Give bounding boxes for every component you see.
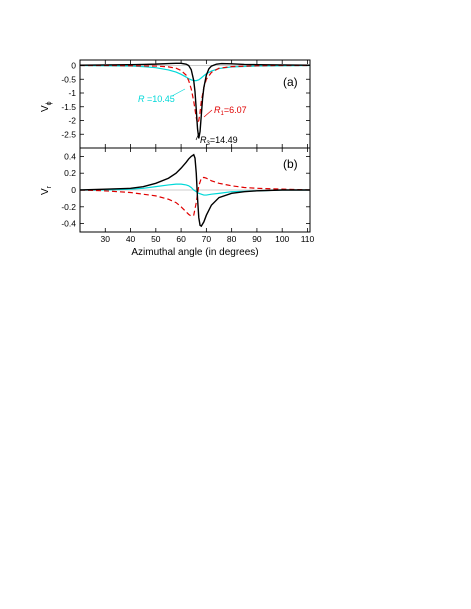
panel-b-xtick-label: 90 <box>252 234 262 244</box>
panel-b-xtick-label: 80 <box>227 234 237 244</box>
panel-b-xtick-label: 50 <box>151 234 161 244</box>
panel-a-y-ticks: 0 -0.5 -1 -1.5 -2 -2.5 <box>61 61 310 139</box>
panel-a-label: (a) <box>283 75 298 89</box>
panel-b: 0.4 0.2 0 -0.2 -0.4 30 40 50 60 70 80 90 100 110 (b)… <box>40 147 315 258</box>
annotation-cyan-arrow <box>171 88 186 97</box>
panel-b-series <box>79 153 311 228</box>
panel-b-xtick-label: 60 <box>176 234 186 244</box>
annotation-red: R1=6.07 <box>214 105 247 117</box>
panel-b-series-red <box>79 176 311 217</box>
panel-b-ytick-label: -0.2 <box>61 202 76 212</box>
panel-a-frame <box>79 59 311 149</box>
panel-b-ytick-label: 0 <box>71 185 76 195</box>
panel-a-ytick-label: -1.5 <box>61 102 76 112</box>
annotation-cyan: R =10.45 <box>138 94 175 104</box>
panel-a-series-cyan <box>79 64 311 82</box>
panel-b-xtick-label: 40 <box>126 234 136 244</box>
panel-a-ytick-label: -2.5 <box>61 129 76 139</box>
panel-a-x-ticks <box>104 60 308 148</box>
panel-a-series-black <box>79 62 311 139</box>
panel-b-xtick-label: 30 <box>101 234 111 244</box>
panel-b-ytick-label: 0.2 <box>64 168 76 178</box>
panel-a: 0 -0.5 -1 -1.5 -2 -2.5 (a) Vϕ R =10.45 R1=6.0… <box>40 59 311 149</box>
annotation-black: R3=14.49 <box>200 135 238 147</box>
panel-b-xtick-label: 100 <box>275 234 289 244</box>
panel-b-ylabel: Vr <box>40 185 53 195</box>
panel-a-ytick-label: -2 <box>68 116 76 126</box>
panel-b-y-ticks: 0.4 0.2 0 -0.2 -0.4 <box>61 151 310 229</box>
panel-b-series-black <box>79 153 310 228</box>
panel-b-ytick-label: 0.4 <box>64 151 76 161</box>
annotation-red-arrow <box>203 109 213 118</box>
panel-a-series <box>79 62 311 139</box>
panel-b-xtick-label: 70 <box>202 234 212 244</box>
panel-b-xtick-label: 110 <box>301 234 315 244</box>
panel-a-ylabel: Vϕ <box>40 101 53 112</box>
x-axis-label: Azimuthal angle (in degrees) <box>131 247 258 258</box>
panel-b-x-ticks: 30 40 50 60 70 80 90 100 110 <box>101 148 315 244</box>
panel-a-ytick-label: -1 <box>68 88 76 98</box>
panel-b-series-cyan <box>80 183 310 196</box>
panel-b-label: (b) <box>283 157 298 171</box>
panel-a-ytick-label: 0 <box>71 61 76 71</box>
annotation-black-arrow <box>195 132 200 141</box>
panel-a-ytick-label: -0.5 <box>61 74 76 84</box>
panel-b-ytick-label: -0.4 <box>61 219 76 229</box>
